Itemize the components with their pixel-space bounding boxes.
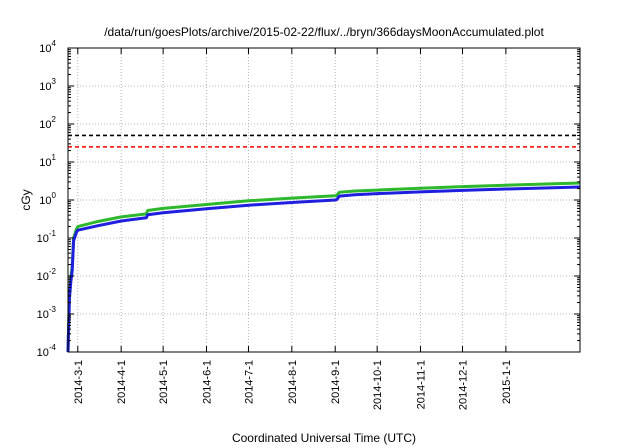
y-tick-label: 101 [39, 153, 56, 169]
y-tick-label: 10-4 [37, 343, 57, 359]
x-axis-title: Coordinated Universal Time (UTC) [232, 431, 416, 445]
y-axis-title: cGy [19, 189, 33, 210]
x-tick-label: 2014-11-1 [416, 360, 428, 409]
x-tick-label: 2014-12-1 [457, 360, 469, 410]
x-tick-label: 2014-5-1 [158, 360, 170, 404]
x-tick-label: 2014-7-1 [243, 360, 255, 404]
axes: 10-4 10-3 10-2 10-1 100 101 102 103 104 2014-3-1 2… [37, 39, 580, 410]
y-tick-label: 10-2 [37, 267, 57, 283]
y-tick-label: 103 [39, 77, 56, 93]
series-line [66, 185, 581, 353]
x-tick-label: 2014-4-1 [116, 360, 128, 404]
y-tick-label: 100 [39, 191, 56, 207]
x-tick-label: 2014-8-1 [287, 360, 299, 404]
series-lines [66, 181, 581, 353]
x-tick-label: 2014-9-1 [330, 360, 342, 404]
series-line [66, 181, 581, 353]
x-tick-label: 2014-10-1 [372, 360, 384, 410]
y-tick-label: 10-3 [37, 305, 57, 321]
x-tick-label: 2015-1-1 [501, 360, 513, 404]
reference-lines [68, 134, 580, 148]
y-tick-label: 102 [39, 115, 56, 131]
y-tick-label: 10-1 [37, 229, 57, 245]
y-tick-label: 104 [39, 39, 56, 55]
x-tick-label: 2014-6-1 [201, 360, 213, 404]
x-tick-label: 2014-3-1 [73, 360, 85, 404]
chart-title: /data/run/goesPlots/archive/2015-02-22/f… [104, 25, 544, 39]
